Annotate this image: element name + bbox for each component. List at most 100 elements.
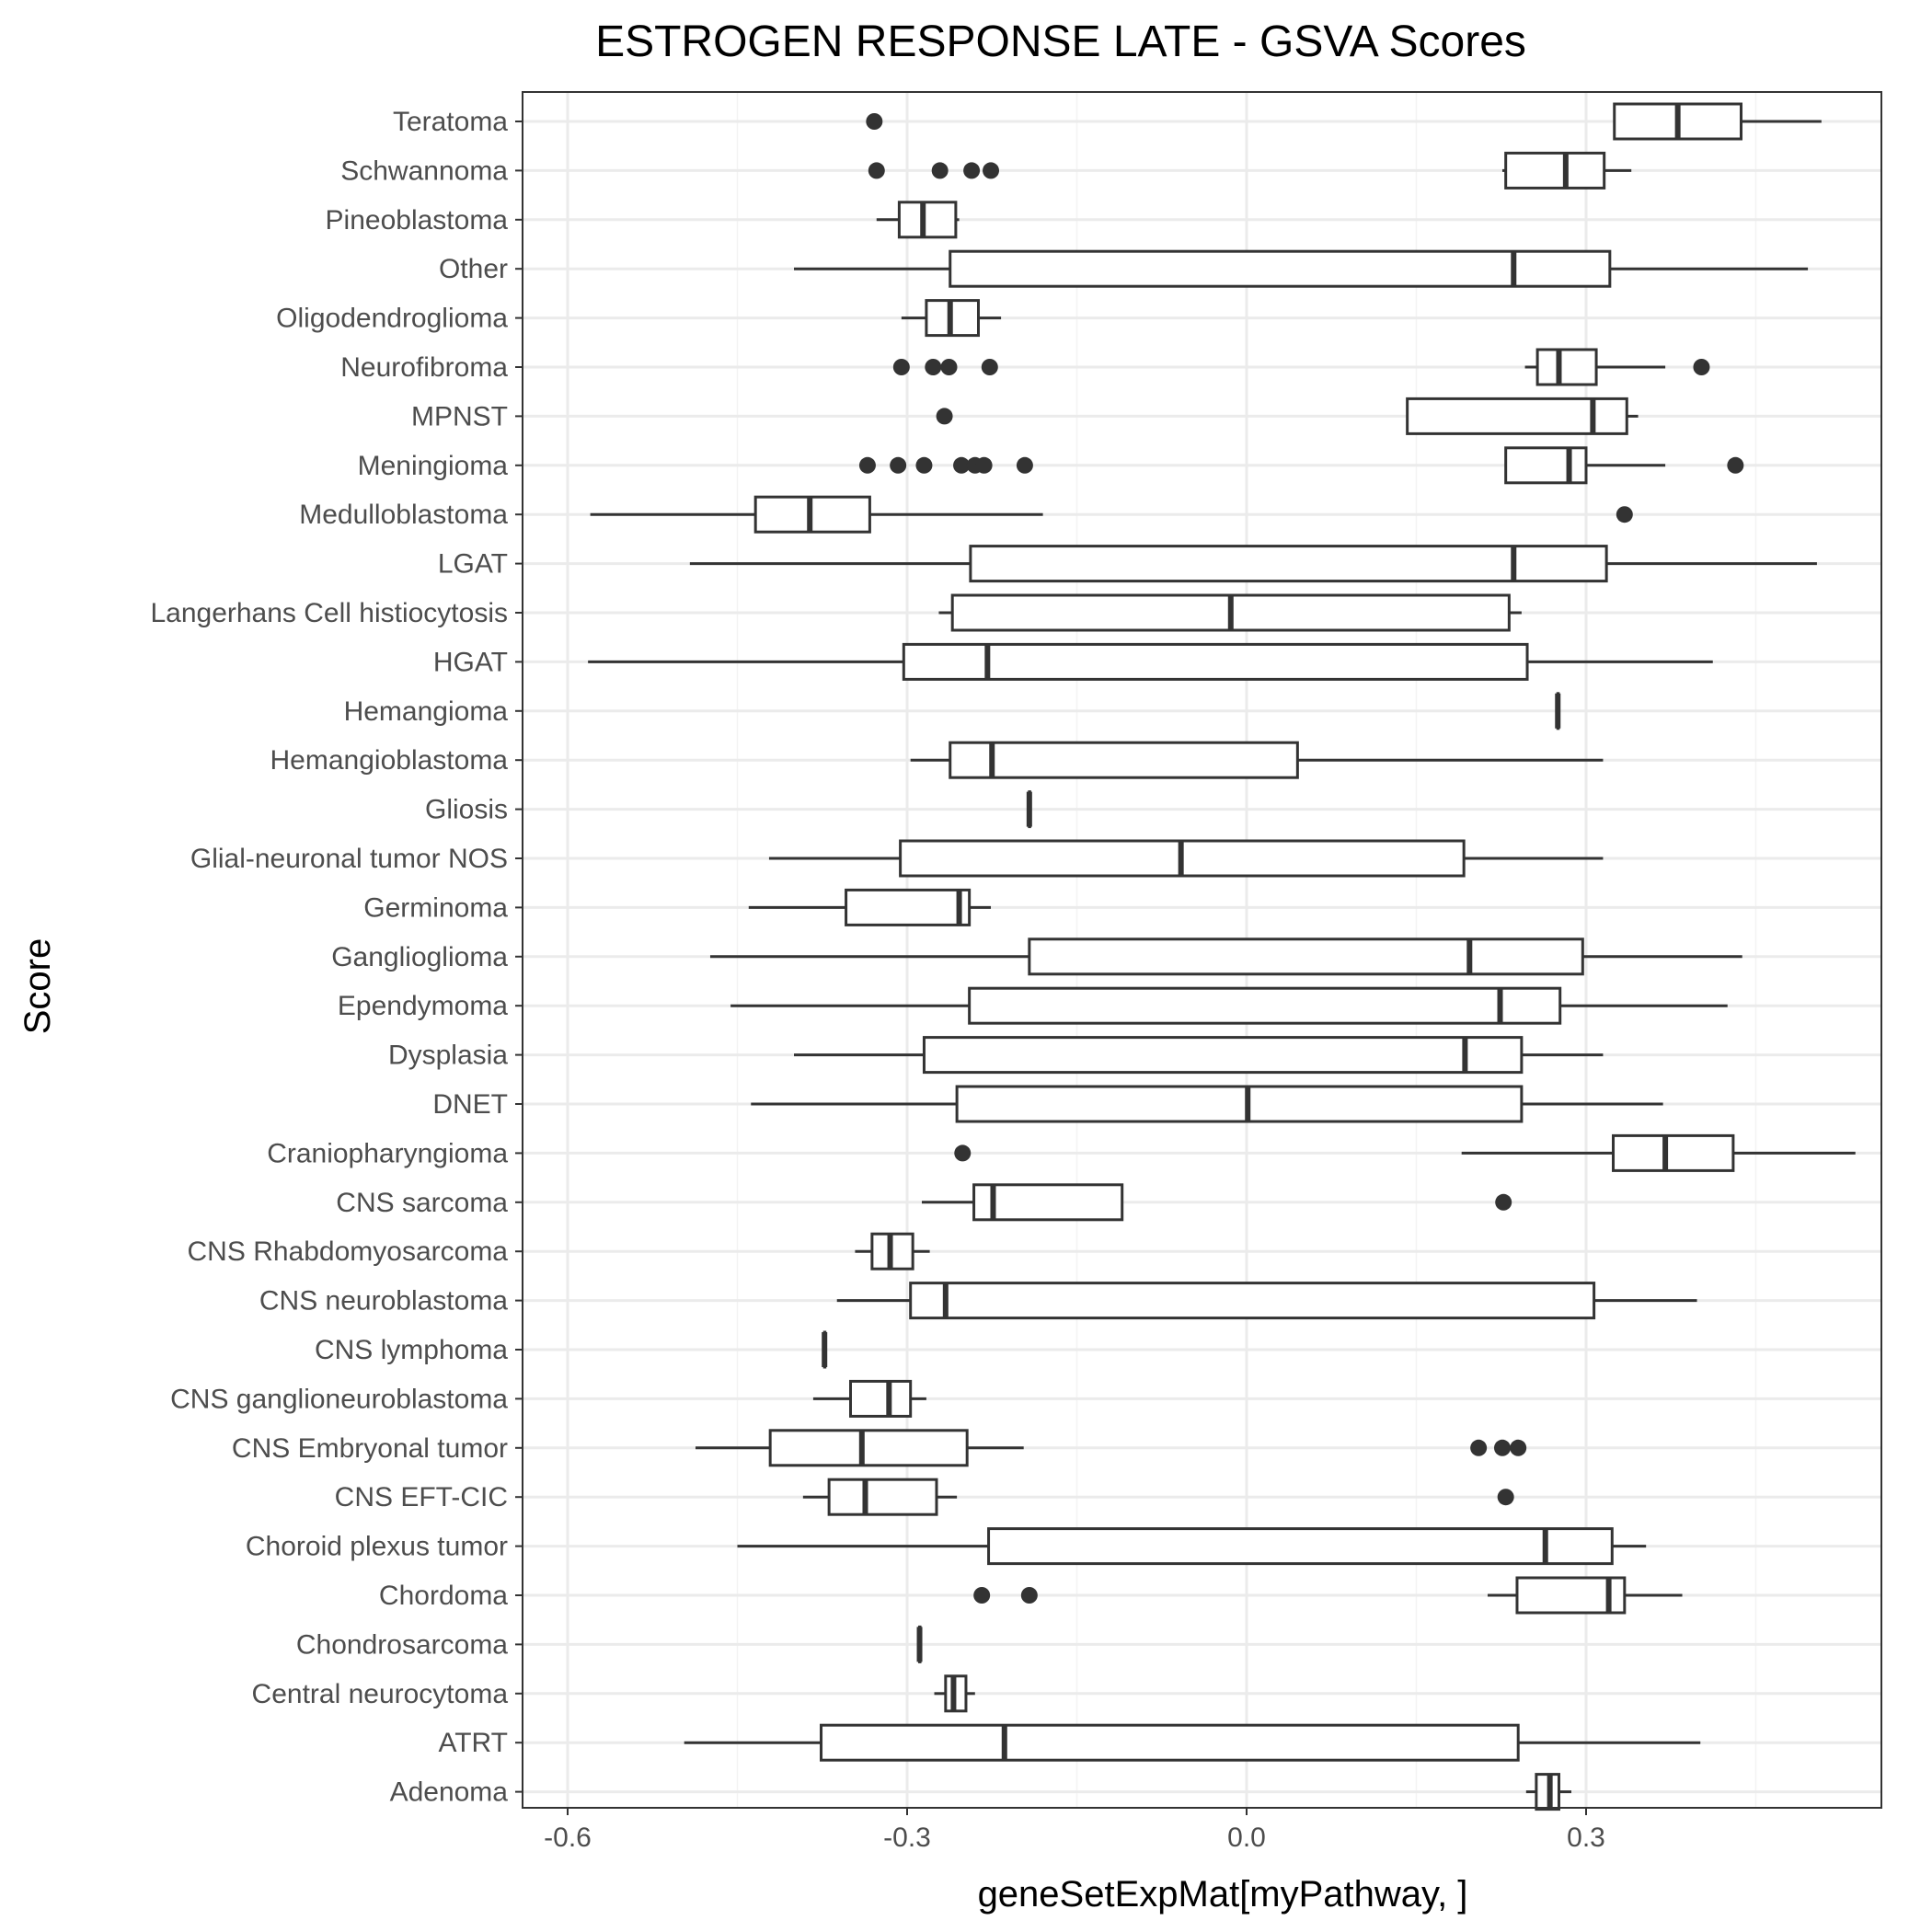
- box-iqr: [902, 642, 1529, 681]
- box-dysplasia: [794, 1036, 1604, 1075]
- y-tick-label: Teratoma: [393, 107, 508, 137]
- box-ependymoma: [730, 986, 1728, 1025]
- box-iqr: [849, 1379, 913, 1418]
- outlier-point: [1493, 1439, 1511, 1456]
- y-tick-label: Chondrosarcoma: [296, 1629, 508, 1660]
- box-choroid-plexus-tumor: [737, 1527, 1647, 1566]
- box-atrt: [684, 1723, 1701, 1762]
- box-iqr: [753, 495, 871, 534]
- outlier-point: [1727, 456, 1744, 474]
- x-tick-label: -0.6: [544, 1823, 592, 1853]
- outlier-point: [1693, 359, 1710, 375]
- box-cns-neuroblastoma: [836, 1282, 1697, 1320]
- y-tick-label: MPNST: [411, 401, 508, 431]
- box-iqr: [949, 249, 1612, 288]
- outlier-point: [940, 359, 958, 375]
- box-iqr: [1535, 348, 1598, 386]
- y-tick-label: Oligodendroglioma: [276, 304, 508, 334]
- y-tick-label: Pineoblastoma: [326, 205, 509, 236]
- y-tick-label: DNET: [432, 1089, 508, 1120]
- y-tick-label: Ganglioglioma: [331, 942, 508, 972]
- box-iqr: [987, 1527, 1614, 1566]
- box-iqr: [949, 741, 1299, 779]
- outlier-point: [1495, 1193, 1512, 1211]
- y-tick-label: CNS EFT-CIC: [335, 1482, 508, 1512]
- box-mpnst: [936, 397, 1639, 435]
- outlier-point: [868, 162, 885, 179]
- x-tick-label: -0.3: [883, 1823, 931, 1853]
- box-central-neurocytoma: [934, 1674, 975, 1713]
- outlier-point: [925, 359, 942, 375]
- outlier-point: [973, 1587, 991, 1604]
- outlier-point: [953, 456, 971, 474]
- outlier-point: [866, 113, 883, 130]
- outlier-point: [1497, 1489, 1514, 1506]
- y-tick-label: Hemangioma: [344, 696, 509, 727]
- box-iqr: [1504, 446, 1588, 485]
- box-iqr: [897, 201, 958, 239]
- box-meningioma: [858, 446, 1744, 485]
- box-cns-eft-cic: [802, 1478, 1514, 1516]
- outlier-point: [975, 456, 993, 474]
- y-tick-label: Adenoma: [390, 1777, 509, 1808]
- y-tick-label: CNS neuroblastoma: [259, 1286, 508, 1317]
- y-tick-label: Glial-neuronal tumor NOS: [190, 844, 508, 874]
- outlier-point: [858, 456, 876, 474]
- box-iqr: [969, 545, 1608, 583]
- y-tick-label: Schwannoma: [340, 155, 508, 186]
- box-iqr: [827, 1478, 938, 1516]
- y-tick-label: Langerhans Cell histiocytosis: [150, 598, 508, 628]
- y-tick-label: Gliosis: [425, 795, 508, 825]
- box-iqr: [768, 1429, 969, 1467]
- box-teratoma: [866, 102, 1822, 141]
- outlier-point: [981, 359, 998, 375]
- y-tick-label: ATRT: [438, 1728, 508, 1758]
- y-tick-label: Hemangioblastoma: [270, 745, 509, 776]
- box-cns-ganglioneuroblastoma: [812, 1379, 926, 1418]
- box-germinoma: [748, 888, 992, 926]
- y-tick-label: CNS Rhabdomyosarcoma: [188, 1236, 509, 1267]
- outlier-point: [1510, 1439, 1527, 1456]
- y-tick-label: Neurofibroma: [340, 352, 508, 383]
- y-tick-label: CNS ganglioneuroblastoma: [170, 1384, 508, 1414]
- box-iqr: [820, 1723, 1520, 1762]
- outlier-point: [963, 162, 981, 179]
- box-adenoma: [1525, 1773, 1572, 1811]
- y-tick-label: CNS Embryonal tumor: [232, 1433, 508, 1464]
- box-medulloblastoma: [590, 495, 1633, 534]
- box-schwannoma: [868, 151, 1632, 190]
- plot-panel: [522, 91, 1882, 1811]
- box-oligodendroglioma: [901, 299, 1002, 338]
- box-iqr: [909, 1282, 1596, 1320]
- box-hemangioblastoma: [910, 741, 1604, 779]
- y-tick-label: HGAT: [433, 647, 508, 677]
- y-tick-label: Germinoma: [363, 892, 508, 923]
- x-tick-label: 0.3: [1567, 1823, 1605, 1853]
- y-tick-label: Meningioma: [358, 451, 509, 481]
- box-dnet: [751, 1085, 1663, 1123]
- outlier-point: [931, 162, 949, 179]
- box-chondrosarcoma: [916, 1625, 923, 1663]
- y-tick-label: CNS sarcoma: [336, 1188, 508, 1218]
- box-pineoblastoma: [876, 201, 960, 239]
- box-hgat: [588, 642, 1713, 681]
- box-iqr: [972, 1183, 1124, 1222]
- y-axis-title: Score: [17, 938, 58, 1035]
- box-iqr: [922, 1036, 1524, 1075]
- outlier-point: [892, 359, 910, 375]
- box-langerhans-cell-histiocytosis: [938, 593, 1522, 632]
- y-tick-label: Central neurocytoma: [252, 1679, 509, 1709]
- outlier-point: [983, 162, 1000, 179]
- outlier-point: [936, 408, 953, 425]
- box-cns-lymphoma: [822, 1330, 828, 1369]
- outlier-point: [1016, 456, 1033, 474]
- x-axis-title: geneSetExpMat[myPathway, ]: [978, 1874, 1468, 1915]
- box-neurofibroma: [892, 348, 1710, 386]
- box-glial-neuronal-tumor-nos: [768, 839, 1604, 878]
- box-cns-sarcoma: [921, 1183, 1512, 1222]
- box-ganglioglioma: [709, 937, 1742, 976]
- y-tick-label: Medulloblastoma: [299, 500, 508, 530]
- box-iqr: [1028, 937, 1584, 976]
- y-axis-tick-labels: Teratoma Schwannoma Pineoblastoma Other Olig…: [150, 107, 523, 1808]
